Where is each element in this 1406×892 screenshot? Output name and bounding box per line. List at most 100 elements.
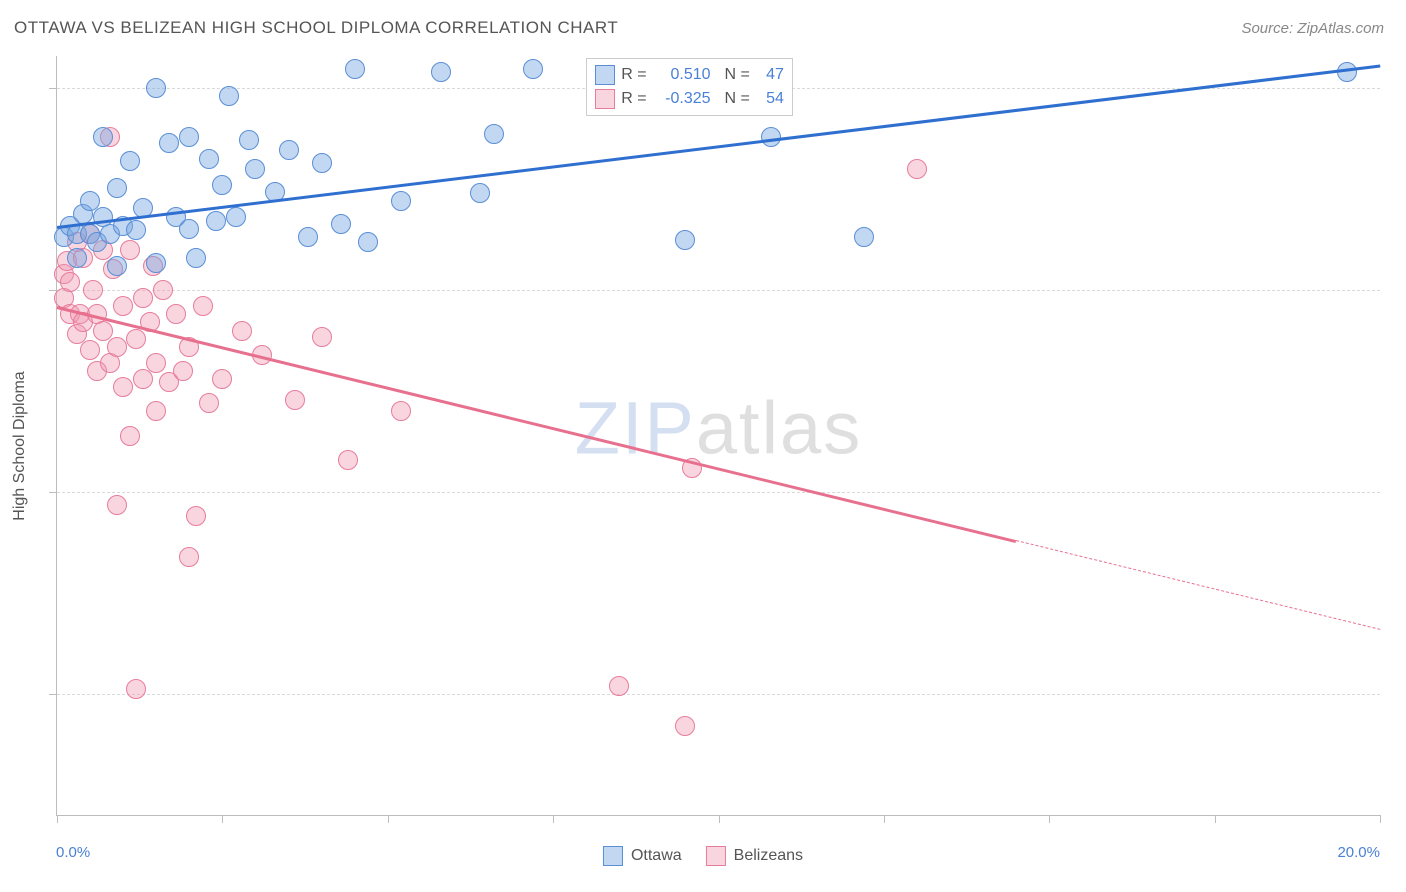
r-label: R = [621,90,646,108]
x-tick-mark [719,815,720,823]
data-point [113,377,133,397]
data-point [186,248,206,268]
data-point [391,191,411,211]
data-point [1337,62,1357,82]
data-point [120,426,140,446]
data-point [179,547,199,567]
data-point [146,253,166,273]
data-point [206,211,226,231]
y-tick-label: 75.0% [1392,484,1406,501]
swatch-icon [595,89,615,109]
y-axis-label: High School Diploma [11,371,29,520]
data-point [126,220,146,240]
data-point [854,227,874,247]
data-point [146,353,166,373]
data-point [232,321,252,341]
legend-bottom: Ottawa Belizeans [603,846,803,866]
data-point [219,86,239,106]
n-value: 54 [756,90,784,108]
data-point [331,214,351,234]
data-point [609,676,629,696]
y-tick-mark [49,694,57,695]
x-tick-mark [553,815,554,823]
data-point [107,495,127,515]
gridline [57,694,1380,695]
x-tick-mark [388,815,389,823]
data-point [675,716,695,736]
data-point [391,401,411,421]
data-point [199,149,219,169]
data-point [285,390,305,410]
x-tick-mark [57,815,58,823]
data-point [146,401,166,421]
source-label: Source: ZipAtlas.com [1241,20,1384,37]
swatch-belizeans [706,846,726,866]
legend-item-belizeans: Belizeans [706,846,803,866]
data-point [193,296,213,316]
data-point [279,140,299,160]
data-point [338,450,358,470]
swatch-ottawa [603,846,623,866]
trend-line [1016,540,1380,630]
data-point [113,296,133,316]
data-point [179,219,199,239]
legend-item-ottawa: Ottawa [603,846,682,866]
watermark: ZIPatlas [575,385,862,470]
data-point [212,369,232,389]
data-point [67,248,87,268]
x-min-label: 0.0% [56,844,90,861]
y-tick-mark [49,88,57,89]
data-point [345,59,365,79]
data-point [907,159,927,179]
data-point [523,59,543,79]
data-point [470,183,490,203]
data-point [312,153,332,173]
data-point [186,506,206,526]
data-point [431,62,451,82]
x-tick-mark [1049,815,1050,823]
x-tick-mark [222,815,223,823]
data-point [312,327,332,347]
data-point [226,207,246,227]
r-label: R = [621,66,646,84]
n-label: N = [725,66,750,84]
swatch-icon [595,65,615,85]
data-point [93,127,113,147]
y-tick-label: 100.0% [1392,80,1406,97]
data-point [173,361,193,381]
data-point [120,240,140,260]
x-max-label: 20.0% [1337,844,1380,861]
gridline [57,492,1380,493]
r-value: -0.325 [653,90,711,108]
y-tick-label: 87.5% [1392,282,1406,299]
data-point [761,127,781,147]
n-label: N = [725,90,750,108]
x-tick-mark [1215,815,1216,823]
data-point [126,329,146,349]
data-point [166,304,186,324]
gridline [57,290,1380,291]
data-point [199,393,219,413]
data-point [245,159,265,179]
data-point [146,78,166,98]
data-point [159,133,179,153]
legend-label-belizeans: Belizeans [734,847,803,865]
data-point [83,280,103,300]
data-point [298,227,318,247]
n-value: 47 [756,66,784,84]
data-point [107,178,127,198]
stats-legend: R = 0.510 N = 47 R = -0.325 N = 54 [586,58,793,116]
legend-label-ottawa: Ottawa [631,847,682,865]
data-point [179,127,199,147]
data-point [484,124,504,144]
r-value: 0.510 [653,66,711,84]
scatter-plot: ZIPatlas 100.0%87.5%75.0%62.5%R =0.510N … [56,56,1380,816]
data-point [153,280,173,300]
data-point [675,230,695,250]
data-point [107,337,127,357]
stats-row: R = 0.510 N = 47 [595,63,784,87]
y-tick-label: 62.5% [1392,685,1406,702]
data-point [126,679,146,699]
data-point [133,288,153,308]
data-point [60,272,80,292]
